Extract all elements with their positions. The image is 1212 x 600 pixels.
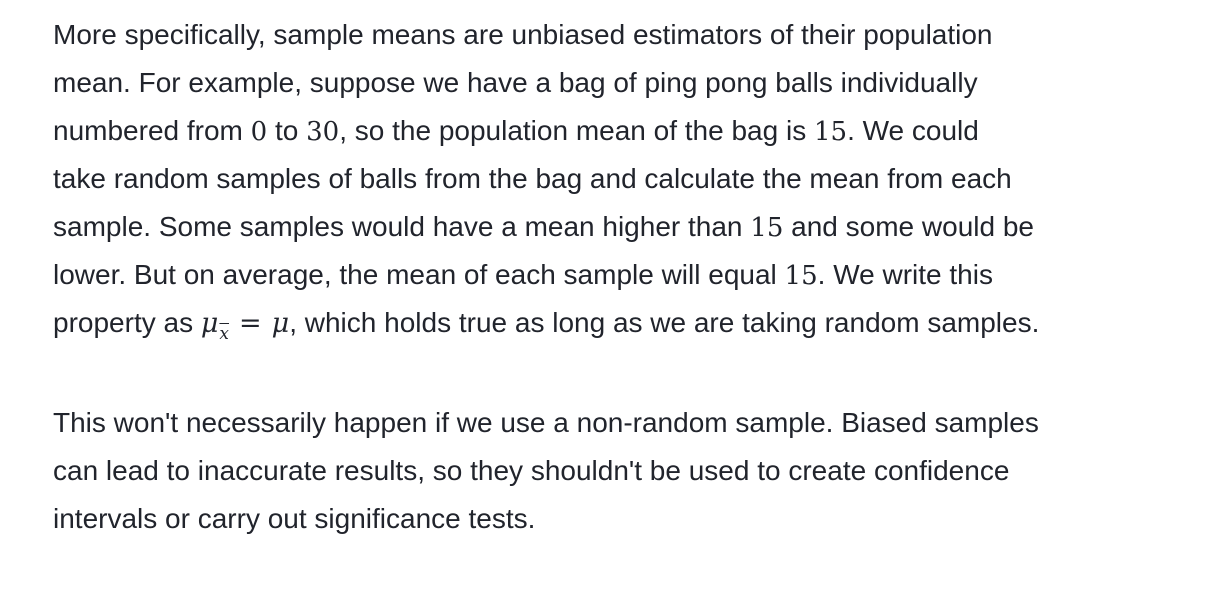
math-mu-symbol: μ <box>271 308 290 339</box>
text-line: numbered from 0 to 30, so the population… <box>53 107 1173 155</box>
math-equals-sign: = <box>239 308 262 339</box>
text-fragment: . We write this <box>817 259 993 290</box>
text-fragment: , which holds true as long as we are tak… <box>289 307 1040 338</box>
math-number: 15 <box>750 213 784 243</box>
text-line: sample. Some samples would have a mean h… <box>53 203 1173 251</box>
text-fragment: and some would be <box>783 211 1034 242</box>
paragraph-unbiased-estimators: More specifically, sample means are unbi… <box>53 11 1173 347</box>
math-subscript-x-bar: x <box>219 324 230 344</box>
text-line: mean. For example, suppose we have a bag… <box>53 67 978 98</box>
math-number: 15 <box>784 261 818 291</box>
text-line: property as μx = μ, which holds true as lo… <box>53 299 1173 347</box>
text-line: take random samples of balls from the ba… <box>53 163 1012 194</box>
math-number: 30 <box>306 117 340 147</box>
text-fragment: property as <box>53 307 201 338</box>
text-fragment: . We could <box>847 115 979 146</box>
article-body: More specifically, sample means are unbi… <box>53 11 1173 543</box>
text-line: More specifically, sample means are unbi… <box>53 19 993 50</box>
paragraph-biased-samples: This won't necessarily happen if we use … <box>53 399 1173 543</box>
text-line: This won't necessarily happen if we use … <box>53 407 1039 438</box>
text-line: intervals or carry out significance test… <box>53 503 536 534</box>
text-fragment: to <box>267 115 307 146</box>
text-fragment: , so the population mean of the bag is <box>339 115 814 146</box>
math-number: 15 <box>813 117 848 147</box>
math-mu-symbol: μ <box>200 308 219 339</box>
text-fragment: numbered from <box>53 115 251 146</box>
math-number: 0 <box>250 117 268 147</box>
text-line: lower. But on average, the mean of each … <box>53 251 1173 299</box>
text-line: can lead to inaccurate results, so they … <box>53 455 1010 486</box>
text-fragment: lower. But on average, the mean of each … <box>53 259 785 290</box>
text-fragment: sample. Some samples would have a mean h… <box>53 211 751 242</box>
